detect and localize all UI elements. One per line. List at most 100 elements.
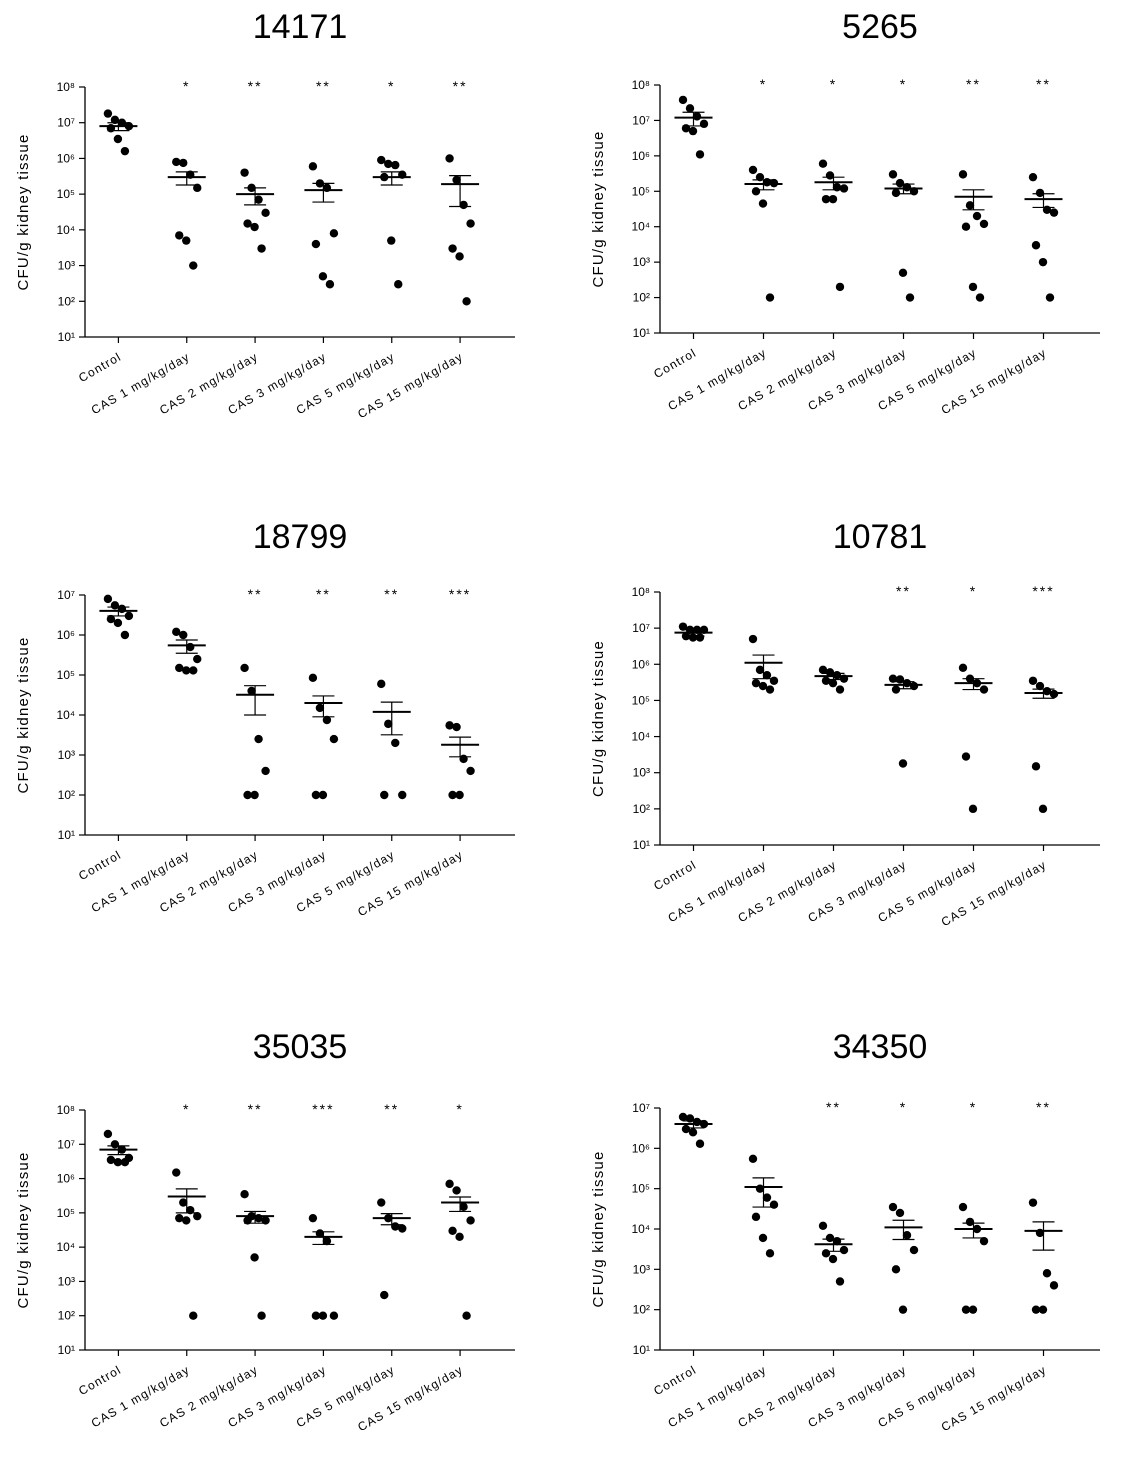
data-point bbox=[902, 1231, 912, 1240]
data-point bbox=[243, 219, 252, 228]
data-point bbox=[254, 195, 263, 204]
data-point bbox=[175, 1213, 184, 1223]
significance-marker: ** bbox=[1036, 76, 1051, 92]
data-point bbox=[240, 168, 249, 177]
data-point bbox=[678, 622, 688, 631]
data-point bbox=[103, 1129, 113, 1139]
data-point bbox=[895, 1208, 905, 1218]
data-point bbox=[1031, 1305, 1041, 1314]
y-axis-label: CFU/g kidney tissue bbox=[590, 1150, 607, 1307]
data-point bbox=[678, 95, 688, 105]
data-point bbox=[387, 236, 396, 245]
data-point bbox=[394, 280, 403, 289]
significance-marker: ** bbox=[896, 583, 911, 599]
data-point bbox=[748, 634, 758, 644]
x-tick-label: Control bbox=[76, 1362, 124, 1398]
data-point bbox=[311, 790, 321, 800]
data-point bbox=[391, 160, 400, 170]
data-point bbox=[377, 1198, 386, 1207]
data-point bbox=[384, 719, 393, 729]
data-point bbox=[825, 668, 835, 677]
data-point bbox=[961, 752, 971, 761]
data-point bbox=[898, 268, 908, 278]
data-point bbox=[240, 663, 249, 673]
y-tick-label: 10³ bbox=[633, 255, 650, 269]
data-point bbox=[1028, 676, 1038, 685]
significance-marker: * bbox=[183, 78, 190, 94]
y-tick-label: 10⁶ bbox=[57, 1172, 75, 1186]
y-tick-label: 10⁸ bbox=[57, 80, 75, 94]
data-point bbox=[758, 1233, 768, 1243]
data-point bbox=[254, 734, 263, 744]
data-point bbox=[106, 614, 116, 624]
data-point bbox=[186, 1205, 195, 1215]
data-point bbox=[758, 199, 768, 208]
chart-svg: 10¹ 10² 10³ 10⁴ 10⁵ 10⁶ 10⁷ 10⁸ CFU/g kidney tis… bbox=[15, 78, 515, 421]
data-point bbox=[898, 1305, 908, 1314]
data-point bbox=[391, 738, 400, 748]
data-point bbox=[765, 685, 775, 694]
y-axis-label: CFU/g kidney tissue bbox=[590, 130, 607, 287]
data-point bbox=[247, 686, 256, 696]
data-point bbox=[452, 722, 461, 732]
data-point bbox=[1038, 804, 1048, 814]
data-point bbox=[172, 157, 181, 167]
y-axis-label: CFU/g kidney tissue bbox=[15, 1151, 32, 1308]
data-point bbox=[898, 759, 908, 768]
data-point bbox=[448, 244, 457, 253]
significance-marker: ** bbox=[316, 586, 331, 602]
data-point bbox=[1035, 681, 1045, 691]
data-point bbox=[257, 1311, 266, 1320]
y-tick-label: 10⁷ bbox=[57, 588, 75, 602]
data-point bbox=[113, 618, 123, 628]
data-point bbox=[182, 1216, 191, 1225]
chart-svg: 10¹ 10² 10³ 10⁴ 10⁵ 10⁶ 10⁷ 10⁸ CFU/g kidney tis… bbox=[590, 76, 1100, 417]
data-point bbox=[755, 665, 765, 675]
data-point bbox=[965, 1217, 975, 1227]
data-point bbox=[961, 222, 971, 231]
y-tick-label: 10² bbox=[58, 294, 75, 308]
data-point bbox=[975, 293, 985, 302]
data-point bbox=[261, 1216, 270, 1225]
chart-panel: 10781 10¹ 10² 10³ 10⁴ 10⁵ 10⁶ 10⁷ 10⁸ CFU/g kidne… bbox=[575, 510, 1129, 970]
data-point bbox=[839, 184, 849, 193]
data-point bbox=[448, 1226, 457, 1235]
data-point bbox=[103, 109, 113, 118]
data-point bbox=[1035, 188, 1045, 198]
data-point bbox=[688, 633, 698, 642]
x-tick-label: Control bbox=[651, 1362, 699, 1398]
data-point bbox=[751, 187, 761, 196]
data-point bbox=[821, 194, 831, 204]
data-point bbox=[825, 1233, 835, 1243]
data-point bbox=[466, 766, 475, 776]
data-point bbox=[762, 670, 772, 680]
data-point bbox=[818, 159, 828, 168]
significance-marker: ** bbox=[248, 1101, 263, 1117]
data-point bbox=[193, 183, 202, 193]
chart-title: 18799 bbox=[252, 518, 348, 556]
data-point bbox=[765, 293, 775, 302]
data-point bbox=[678, 1112, 688, 1122]
data-point bbox=[769, 676, 779, 685]
data-point bbox=[891, 188, 901, 198]
data-point bbox=[311, 239, 321, 249]
data-point bbox=[329, 734, 339, 744]
data-point bbox=[765, 1249, 775, 1258]
y-tick-label: 10² bbox=[633, 802, 650, 816]
data-point bbox=[318, 272, 328, 281]
data-point bbox=[466, 1216, 475, 1225]
y-axis-label: CFU/g kidney tissue bbox=[590, 640, 607, 797]
data-point bbox=[968, 804, 978, 814]
y-tick-label: 10⁴ bbox=[56, 1240, 75, 1254]
data-point bbox=[748, 165, 758, 175]
y-tick-label: 10¹ bbox=[633, 1343, 650, 1357]
data-point bbox=[308, 1213, 318, 1223]
y-tick-label: 10⁵ bbox=[57, 1206, 75, 1220]
data-point bbox=[748, 1154, 758, 1164]
data-point bbox=[895, 178, 905, 188]
data-point bbox=[1049, 208, 1059, 217]
data-point bbox=[462, 1311, 471, 1320]
significance-marker: ** bbox=[384, 586, 399, 602]
y-tick-label: 10⁴ bbox=[631, 220, 650, 234]
y-tick-label: 10⁵ bbox=[632, 693, 650, 707]
